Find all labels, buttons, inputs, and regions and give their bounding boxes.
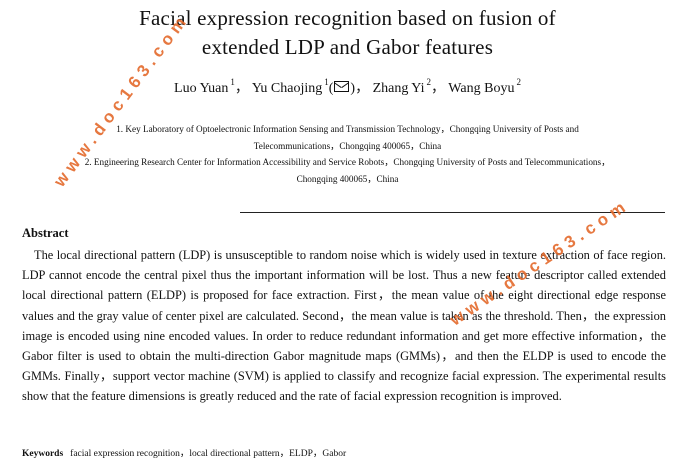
author-name: Zhang Yi bbox=[372, 81, 425, 96]
author-affiliation-mark: 1 bbox=[324, 77, 329, 87]
author-list: Luo Yuan 1， Yu Chaojing 1()， Zhang Yi 2， Wa… bbox=[174, 77, 521, 96]
section-divider bbox=[240, 212, 665, 213]
author-separator: ， bbox=[355, 81, 370, 96]
abstract-body: The local directional pattern (LDP) is u… bbox=[22, 248, 666, 404]
affiliation-1-line-1: 1. Key Laboratory of Optoelectronic Info… bbox=[116, 124, 579, 134]
keywords-text: facial expression recognition，local dire… bbox=[70, 449, 347, 459]
paper-title-line-1: Facial expression recognition based on f… bbox=[139, 6, 556, 30]
keywords-label: Keywords bbox=[22, 449, 64, 459]
author-separator: ， bbox=[234, 81, 249, 96]
author-name: Luo Yuan bbox=[174, 81, 229, 96]
affiliation-2-line-2: Chongqing 400065，China bbox=[296, 174, 399, 184]
paper-title-line-2: extended LDP and Gabor features bbox=[201, 35, 494, 59]
author-name: Yu Chaojing bbox=[251, 81, 323, 96]
author-name: Wang Boyu bbox=[448, 81, 515, 96]
keywords-line: Keywords facial expression recognition，lo… bbox=[22, 445, 346, 459]
abstract-heading: Abstract bbox=[22, 226, 69, 240]
affiliation-1-line-2: Telecommunications，Chongqing 400065，Chin… bbox=[253, 141, 442, 151]
affiliation-2-line-1: 2. Engineering Research Center for Infor… bbox=[84, 157, 611, 167]
author-affiliation-mark: 2 bbox=[516, 77, 521, 87]
author-affiliation-mark: 2 bbox=[426, 77, 432, 87]
author-affiliation-mark: 1 bbox=[230, 77, 235, 87]
envelope-icon bbox=[334, 81, 350, 92]
author-separator: ， bbox=[431, 81, 446, 96]
